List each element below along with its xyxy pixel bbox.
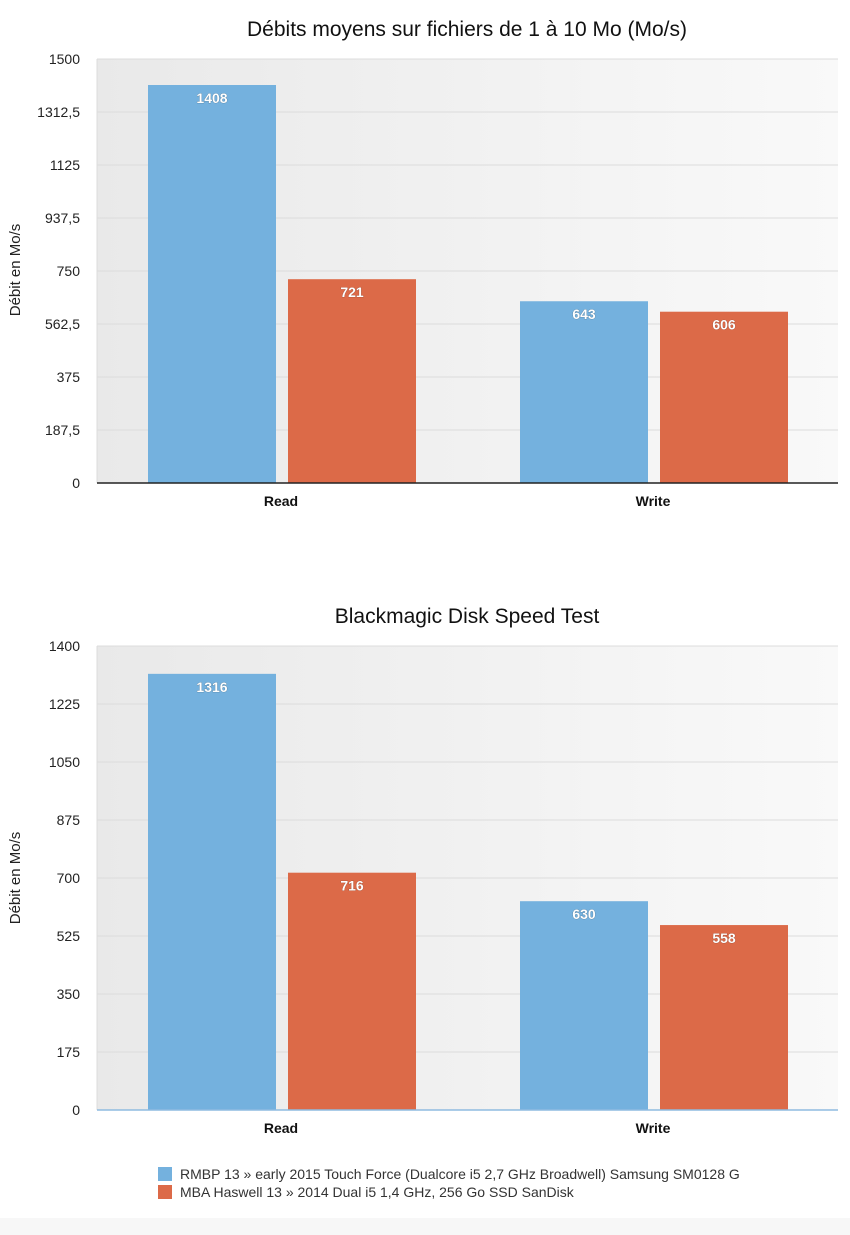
- throughput-chart: Débits moyens sur fichiers de 1 à 10 Mo …: [7, 18, 838, 509]
- legend-swatch-rmbp: [158, 1167, 172, 1181]
- x-category-label: Write: [636, 493, 671, 509]
- legend-label-rmbp: RMBP 13 » early 2015 Touch Force (Dualco…: [180, 1166, 740, 1182]
- y-tick-label: 875: [57, 812, 81, 828]
- data-label: 558: [712, 930, 736, 946]
- bar: [660, 925, 788, 1110]
- y-tick-label: 0: [72, 1102, 80, 1118]
- y-tick-label: 700: [57, 870, 81, 886]
- chart-legend: RMBP 13 » early 2015 Touch Force (Dualco…: [158, 1165, 740, 1201]
- legend-item-rmbp: RMBP 13 » early 2015 Touch Force (Dualco…: [158, 1165, 740, 1183]
- y-tick-label: 1225: [49, 696, 80, 712]
- legend-label-mba: MBA Haswell 13 » 2014 Dual i5 1,4 GHz, 2…: [180, 1184, 574, 1200]
- data-label: 1408: [196, 90, 227, 106]
- data-label: 606: [712, 317, 736, 333]
- y-axis-label: Débit en Mo/s: [7, 832, 24, 925]
- bar: [520, 301, 648, 483]
- y-axis-label: Débit en Mo/s: [7, 224, 24, 317]
- legend-swatch-mba: [158, 1185, 172, 1199]
- y-tick-label: 1125: [50, 157, 80, 173]
- y-tick-label: 175: [57, 1044, 81, 1060]
- x-category-label: Write: [636, 1120, 671, 1136]
- blackmagic-chart: Blackmagic Disk Speed Test 0 175 350 525 700 8…: [7, 605, 838, 1136]
- bar: [148, 673, 276, 1110]
- y-tick-label: 350: [57, 986, 81, 1002]
- y-tick-label: 187,5: [45, 422, 80, 438]
- bar: [288, 872, 416, 1110]
- y-tick-label: 750: [57, 263, 81, 279]
- y-tick-label: 1050: [49, 754, 80, 770]
- y-tick-label: 562,5: [45, 316, 80, 332]
- data-label: 721: [340, 284, 364, 300]
- chart-title: Débits moyens sur fichiers de 1 à 10 Mo …: [247, 18, 687, 41]
- data-label: 643: [572, 306, 596, 322]
- y-tick-label: 525: [57, 928, 81, 944]
- y-tick-label: 1400: [49, 638, 80, 654]
- bar: [660, 311, 788, 483]
- bar: [148, 85, 276, 483]
- data-label: 716: [340, 878, 364, 894]
- y-tick-label: 0: [72, 475, 80, 491]
- bar: [520, 901, 648, 1110]
- y-tick-label: 1500: [49, 51, 80, 67]
- y-tick-label: 937,5: [45, 210, 80, 226]
- chart-title: Blackmagic Disk Speed Test: [335, 605, 600, 628]
- legend-item-mba: MBA Haswell 13 » 2014 Dual i5 1,4 GHz, 2…: [158, 1183, 740, 1201]
- footer-band: [0, 1218, 850, 1235]
- bar: [288, 279, 416, 483]
- x-category-label: Read: [264, 493, 298, 509]
- x-category-label: Read: [264, 1120, 298, 1136]
- data-label: 630: [572, 906, 596, 922]
- data-label: 1316: [196, 679, 227, 695]
- y-tick-label: 375: [57, 369, 81, 385]
- y-tick-label: 1312,5: [37, 104, 80, 120]
